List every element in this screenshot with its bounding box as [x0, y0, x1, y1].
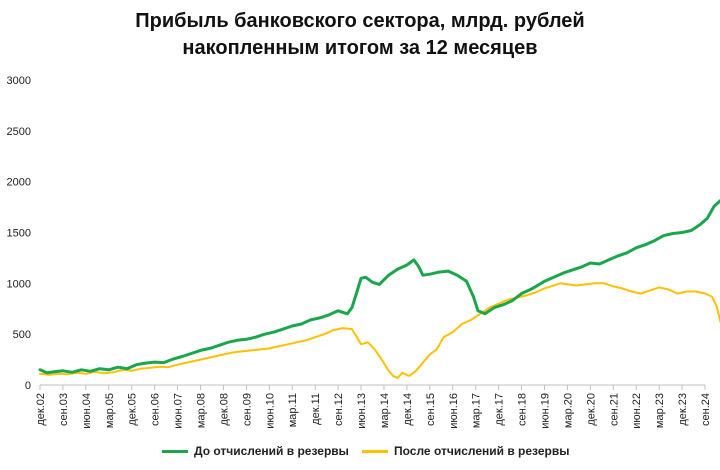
y-tick-label: 1000 [7, 278, 31, 290]
y-tick-label: 2500 [7, 126, 31, 138]
y-tick-label: 3000 [7, 75, 31, 87]
x-tick-label: июн.16 [448, 393, 460, 429]
series-line-after-reserves [39, 282, 720, 379]
legend-swatch-yellow [362, 449, 388, 453]
y-tick-label: 2000 [7, 177, 31, 189]
x-tick-label: сен.09 [241, 393, 253, 426]
x-tick-label: сен.03 [58, 393, 70, 426]
x-tick-label: мар.23 [654, 393, 666, 428]
legend: До отчислений в резервы После отчислений… [0, 444, 720, 464]
x-tick-label: июн.07 [173, 393, 185, 429]
legend-label-before-reserves: До отчислений в резервы [194, 444, 349, 458]
legend-item-before-reserves: До отчислений в резервы [162, 444, 349, 458]
x-tick-label: мар.14 [379, 393, 391, 428]
x-tick-label: мар.11 [287, 393, 299, 427]
x-tick-label: дек.23 [677, 393, 689, 426]
x-tick-label: дек.17 [494, 393, 506, 426]
x-tick-label: сен.24 [700, 393, 712, 426]
line-chart: 0 500 1000 1500 2000 2500 3000 дек.02 сен.03 июн.… [7, 75, 720, 429]
x-tick-label: дек.02 [35, 393, 47, 426]
x-tick-label: июн.13 [356, 393, 368, 429]
x-tick-label: июн.10 [264, 393, 276, 429]
series-line-before-reserves [38, 198, 720, 375]
x-tick-label: мар.20 [562, 393, 574, 428]
x-tick-label: сен.18 [517, 393, 529, 426]
chart-title-line-2: накопленным итогом за 12 месяцев [182, 37, 538, 59]
x-tick-label: сен.12 [333, 393, 345, 426]
x-tick-label: дек.08 [218, 393, 230, 426]
x-tick-label: июн.04 [81, 393, 93, 429]
y-tick-label: 500 [13, 329, 31, 341]
legend-item-after-reserves: После отчислений в резервы [362, 444, 570, 458]
x-tick-label: мар.08 [196, 393, 208, 428]
x-tick-label: мар.05 [104, 393, 116, 428]
chart-title: Прибыль банковского сектора, млрд. рубле… [0, 8, 720, 62]
x-tick-label: июн.22 [631, 393, 643, 429]
x-tick-label: сен.21 [608, 393, 620, 426]
x-tick-label: дек.20 [585, 393, 597, 426]
x-tick-label: сен.15 [425, 393, 437, 426]
y-tick-label: 0 [25, 380, 31, 392]
y-tick-label: 1500 [7, 228, 31, 240]
x-tick-label: дек.05 [127, 393, 139, 426]
x-tick-label: дек.11 [310, 393, 322, 425]
x-tick-label: мар.17 [471, 393, 483, 428]
x-tick-label: сен.06 [150, 393, 162, 426]
legend-swatch-green [162, 449, 188, 453]
x-tick-label: июн.19 [539, 393, 551, 429]
x-tick-label: дек.14 [402, 393, 414, 426]
legend-label-after-reserves: После отчислений в резервы [394, 444, 570, 458]
chart-title-line-1: Прибыль банковского сектора, млрд. рубле… [135, 10, 585, 32]
